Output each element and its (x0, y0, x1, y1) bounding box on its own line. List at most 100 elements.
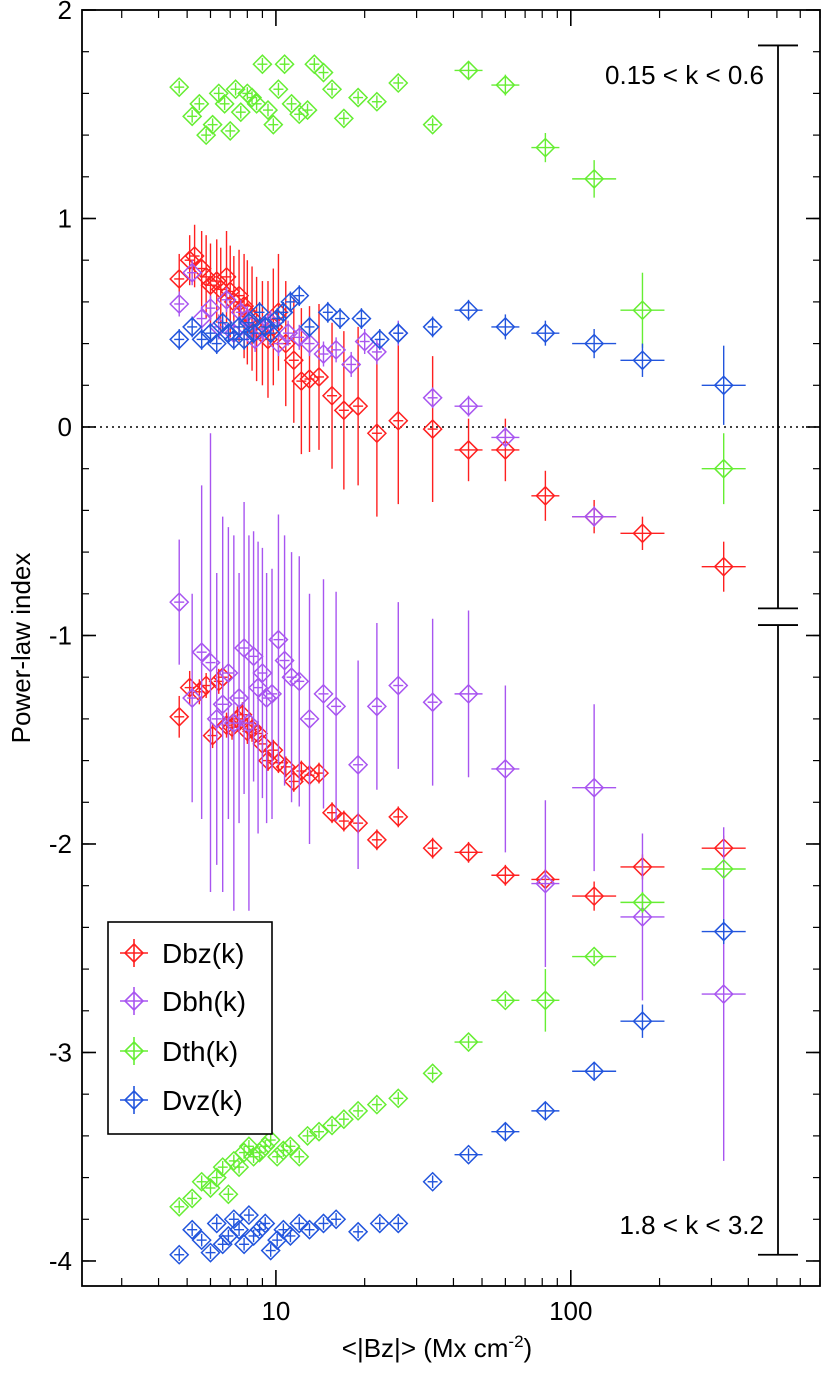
data-point (317, 301, 338, 323)
diamond-marker (229, 1219, 250, 1240)
data-point (366, 339, 387, 365)
data-point (184, 224, 205, 288)
diamond-marker (230, 102, 251, 123)
data-point (252, 54, 273, 75)
data-point (289, 1213, 310, 1234)
diamond-marker (268, 79, 289, 100)
data-point (491, 426, 520, 448)
data-point (169, 1196, 190, 1217)
diamond-marker (243, 646, 264, 667)
diamond-marker (200, 1242, 221, 1263)
data-point (241, 87, 263, 108)
data-point (202, 723, 223, 749)
data-point (388, 1213, 409, 1234)
data-point (422, 114, 443, 135)
data-point (454, 395, 483, 417)
diamond-marker (184, 245, 205, 267)
data-point (620, 516, 665, 551)
data-point (422, 1171, 443, 1192)
data-point (531, 320, 560, 346)
y-tick-label: 0 (58, 412, 72, 442)
data-point (196, 125, 217, 146)
diamond-marker (369, 1213, 390, 1234)
diamond-marker (348, 396, 369, 417)
diamond-marker (225, 79, 246, 100)
data-point (572, 160, 617, 198)
diamond-marker (348, 754, 369, 775)
diamond-marker (278, 323, 299, 344)
data-point (289, 556, 310, 807)
diamond-marker (299, 333, 320, 354)
data-point (182, 106, 203, 127)
diamond-marker (255, 1213, 276, 1234)
data-point (369, 1213, 390, 1234)
data-point (229, 572, 250, 824)
diamond-marker (632, 1011, 653, 1032)
data-point (182, 593, 203, 803)
diamond-marker (341, 354, 362, 375)
data-point (229, 1157, 250, 1178)
legend-symbol (120, 987, 148, 1015)
diamond-marker (191, 1171, 212, 1192)
diamond-marker (275, 333, 296, 354)
diamond-marker (200, 298, 221, 319)
data-point (189, 93, 210, 114)
data-point (223, 535, 244, 911)
data-point (422, 618, 443, 786)
diamond-marker (299, 316, 320, 337)
diamond-marker (584, 1061, 605, 1082)
data-point (491, 685, 520, 853)
data-point (313, 1213, 334, 1234)
data-point (283, 297, 304, 423)
data-point (260, 1129, 281, 1151)
diamond-marker (458, 1031, 479, 1053)
diamond-marker (246, 93, 267, 114)
diamond-marker (179, 250, 200, 271)
data-point (326, 1209, 347, 1230)
diamond-marker (191, 1230, 212, 1251)
y-tick-label: -3 (49, 1037, 72, 1067)
legend-diamond (123, 1089, 145, 1111)
data-point (388, 72, 409, 94)
diamond-marker (458, 439, 479, 460)
data-point (348, 660, 369, 870)
diamond-marker (229, 1157, 250, 1178)
diamond-marker (218, 1225, 239, 1247)
diamond-marker (291, 371, 312, 392)
data-point (701, 345, 746, 425)
data-point (182, 1219, 203, 1240)
data-point (169, 77, 190, 98)
data-point (313, 579, 334, 809)
data-point (620, 891, 665, 913)
data-point (196, 673, 217, 699)
diamond-marker (584, 886, 605, 907)
diamond-marker (206, 1167, 227, 1188)
diamond-marker (632, 906, 653, 928)
data-point (200, 1242, 221, 1263)
x-tick-label: 100 (549, 1296, 592, 1326)
data-point (388, 602, 409, 769)
diamond-marker (321, 802, 343, 823)
diamond-marker (388, 1213, 409, 1234)
k-range-brackets (758, 44, 798, 1256)
diamond-marker (169, 706, 190, 727)
diamond-marker (223, 712, 244, 734)
data-point (572, 881, 617, 911)
diamond-marker (388, 1088, 409, 1109)
data-point (299, 593, 320, 844)
data-point (278, 320, 299, 346)
diamond-marker (535, 873, 556, 894)
data-point (701, 919, 746, 945)
x-tick-label: 10 (261, 1296, 290, 1326)
data-point (169, 329, 190, 350)
diamond-marker (584, 506, 605, 527)
diamond-marker (179, 677, 200, 698)
diamond-marker (458, 1144, 479, 1165)
data-point (202, 114, 223, 135)
data-point (620, 272, 665, 348)
diamond-marker (351, 308, 372, 329)
diamond-marker (495, 74, 516, 96)
diamond-marker (321, 79, 343, 100)
data-point (273, 1140, 294, 1161)
